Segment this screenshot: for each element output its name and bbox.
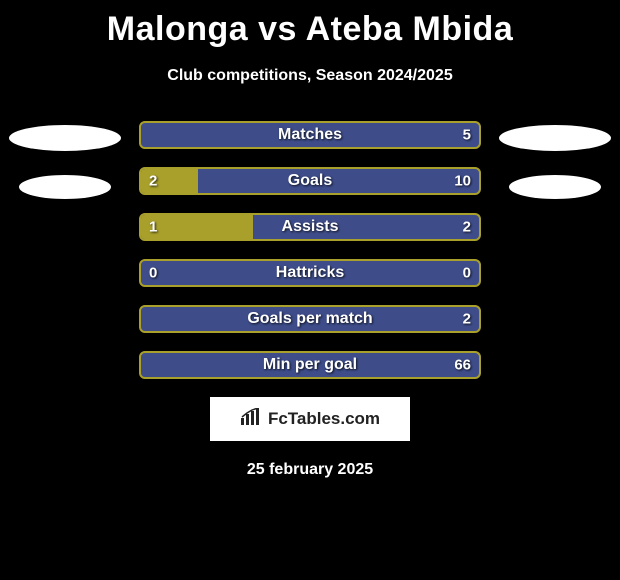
- snapshot-date: 25 february 2025: [0, 461, 620, 479]
- stat-bar-fill: [141, 215, 253, 239]
- right-avatar-col: [499, 121, 611, 379]
- stat-bar: 0 Hattricks 0: [139, 259, 481, 287]
- stat-bar: Matches 5: [139, 121, 481, 149]
- stat-value-right: 0: [463, 265, 471, 282]
- stat-value-right: 10: [454, 173, 471, 190]
- stat-value-right: 66: [454, 357, 471, 374]
- brand-text: FcTables.com: [268, 409, 380, 429]
- stat-label: Min per goal: [263, 356, 357, 374]
- avatar-placeholder: [19, 175, 111, 199]
- stat-bar: Goals per match 2: [139, 305, 481, 333]
- stat-bar: Min per goal 66: [139, 351, 481, 379]
- brand-badge: FcTables.com: [210, 397, 410, 441]
- stat-bars: Matches 5 2 Goals 10 1 Assists 2 0 Hattricks 0 Goal…: [139, 121, 481, 379]
- avatar-placeholder: [509, 175, 601, 199]
- stat-value-right: 5: [463, 127, 471, 144]
- stat-bar: 1 Assists 2: [139, 213, 481, 241]
- left-avatar-col: [9, 121, 121, 379]
- stat-value-right: 2: [463, 219, 471, 236]
- page-title: Malonga vs Ateba Mbida: [0, 0, 620, 49]
- stat-label: Goals per match: [247, 310, 372, 328]
- stat-label: Matches: [278, 126, 342, 144]
- stat-label: Assists: [282, 218, 339, 236]
- stat-label: Goals: [288, 172, 332, 190]
- page-subtitle: Club competitions, Season 2024/2025: [0, 67, 620, 85]
- avatar-placeholder: [499, 125, 611, 151]
- stat-value-left: 0: [149, 265, 157, 282]
- brand-chart-icon: [240, 408, 262, 431]
- stat-bar: 2 Goals 10: [139, 167, 481, 195]
- stat-value-left: 2: [149, 173, 157, 190]
- avatar-placeholder: [9, 125, 121, 151]
- comparison-body: Matches 5 2 Goals 10 1 Assists 2 0 Hattricks 0 Goal…: [0, 121, 620, 379]
- stat-value-left: 1: [149, 219, 157, 236]
- stat-value-right: 2: [463, 311, 471, 328]
- stat-label: Hattricks: [276, 264, 344, 282]
